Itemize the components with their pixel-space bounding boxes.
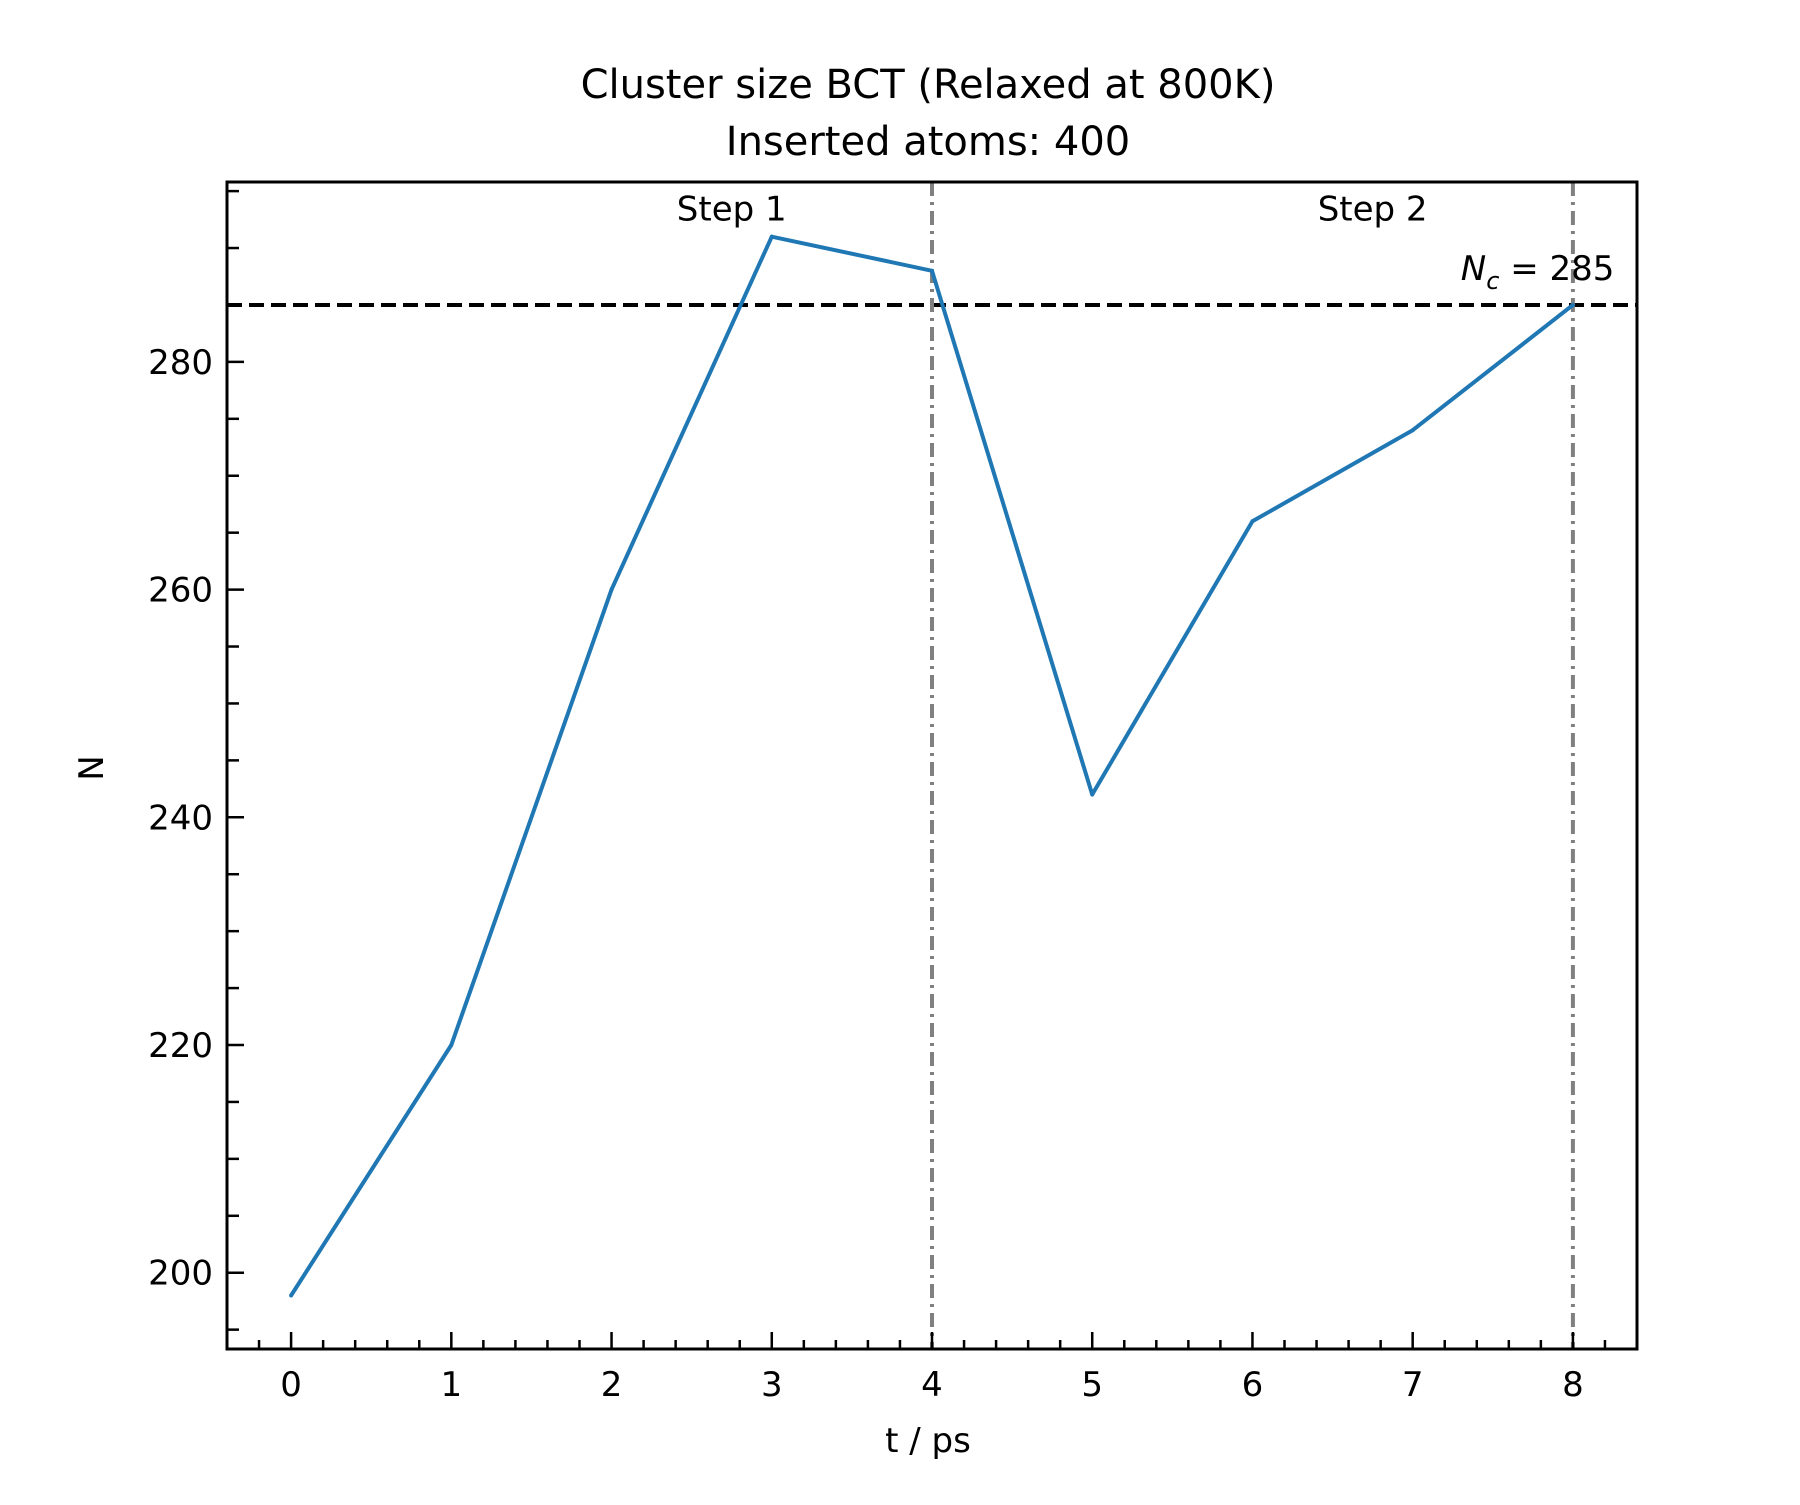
x-tick-label: 1 bbox=[440, 1365, 462, 1405]
x-tick-label: 2 bbox=[601, 1365, 623, 1405]
data-point bbox=[289, 1293, 294, 1298]
data-point bbox=[769, 234, 774, 239]
x-tick-label: 5 bbox=[1081, 1365, 1103, 1405]
data-point bbox=[1410, 428, 1415, 433]
y-tick-label: 260 bbox=[148, 571, 213, 611]
y-tick-label: 220 bbox=[148, 1026, 213, 1066]
data-point bbox=[930, 268, 934, 273]
data-point bbox=[609, 587, 614, 592]
x-tick-label: 6 bbox=[1242, 1365, 1264, 1405]
x-tick-label: 7 bbox=[1402, 1365, 1424, 1405]
step1-label: Step 1 bbox=[677, 190, 787, 230]
chart-subtitle: Inserted atoms: 400 bbox=[726, 119, 1130, 165]
y-tick-label: 200 bbox=[148, 1254, 213, 1294]
threshold-label: Nc = 285 bbox=[1461, 249, 1615, 295]
y-tick-label: 280 bbox=[148, 343, 213, 383]
step2-label: Step 2 bbox=[1318, 190, 1428, 230]
data-point bbox=[449, 1043, 454, 1048]
data-point bbox=[1250, 519, 1255, 524]
reference-lines bbox=[227, 182, 1637, 1349]
data-point bbox=[1570, 302, 1575, 307]
y-tick-label: 240 bbox=[148, 798, 213, 838]
y-axis-label: N bbox=[72, 755, 112, 780]
x-tick-label: 4 bbox=[921, 1365, 943, 1405]
x-tick-label: 0 bbox=[280, 1365, 302, 1405]
ticks-layer: 0 1 2 3 4 5 6 7 8 200 220 240 260 280 bbox=[148, 189, 1639, 1405]
chart-title: Cluster size BCT (Relaxed at 800K) bbox=[581, 62, 1276, 108]
x-tick-label: 8 bbox=[1562, 1365, 1584, 1405]
data-point bbox=[1090, 792, 1095, 797]
x-axis-label: t / ps bbox=[885, 1421, 971, 1461]
series-layer bbox=[289, 234, 1575, 1298]
plot-frame bbox=[225, 180, 1639, 1351]
annotations-layer: Step 1 Step 2 Nc = 285 bbox=[677, 190, 1615, 295]
x-tick-label: 3 bbox=[761, 1365, 783, 1405]
